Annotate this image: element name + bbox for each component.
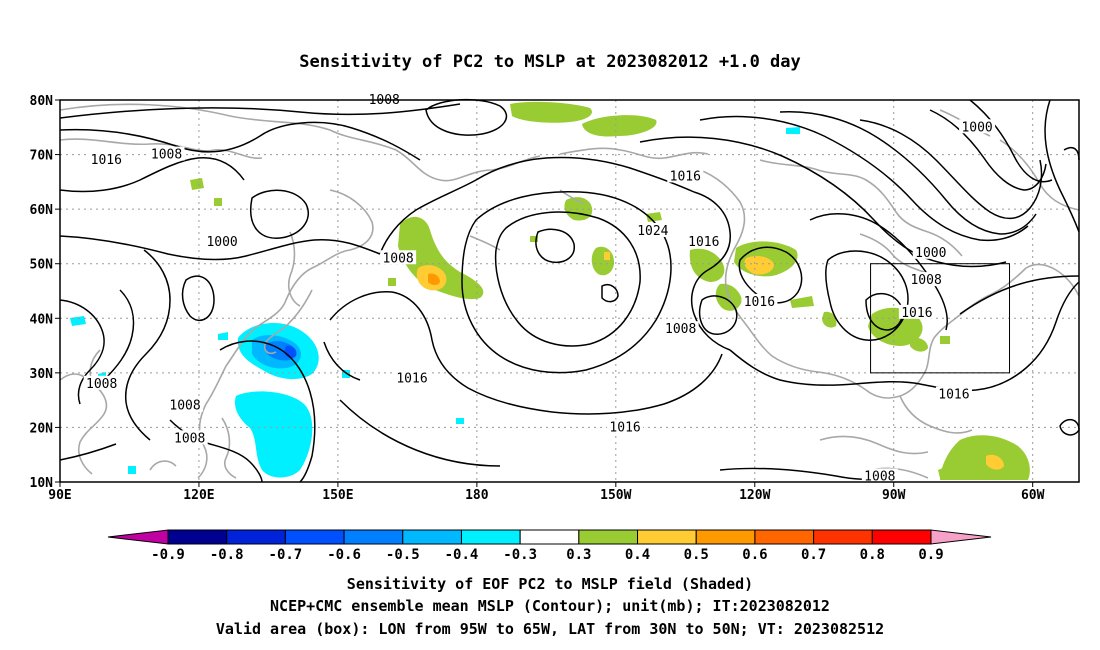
colorbar-swatch [402,529,462,545]
colorbar-tick-label: 0.9 [918,547,943,563]
contour-label-bg [204,233,241,248]
colorbar-swatch [871,529,932,545]
colorbar-tick-label: 0.6 [742,547,767,563]
contour-labels: 1008 1016 1008 1000 1008 1016 1024 1016 1000 1000… [83,92,996,485]
contour-label: 1016 [609,420,640,435]
colorbar-tick-label: 0.8 [860,547,885,563]
contour-label: 1008 [665,322,696,337]
colorbar-swatch [284,529,345,545]
colorbar-swatch [813,529,873,545]
lat-tick-label: 50N [30,258,54,273]
colorbar-swatch [167,529,228,545]
colorbar-swatch [519,529,580,545]
contour-label-bg [634,222,671,237]
colorbar-swatch [343,529,404,545]
lon-tick-label: 120E [183,488,214,503]
contour-label-bg [366,92,403,106]
contour-label: 1016 [91,153,122,168]
colorbar-swatch [637,529,697,545]
contour-label: 1008 [169,399,200,414]
contour-label-bg [908,272,945,287]
contour-label-bg [912,244,949,259]
contour-label-bg [959,119,996,134]
contour-label-bg [741,293,778,308]
contour-label-bg [88,152,125,167]
contour-label: 1008 [382,251,413,266]
contour-label-bg [935,386,972,401]
contour-label: 1016 [396,371,427,386]
contour-label-bg [394,370,431,385]
figure-title: Sensitivity of PC2 to MSLP at 2023082012… [299,52,801,72]
contour-label: 1008 [910,273,941,288]
lat-tick-label: 30N [30,367,54,382]
contour-label-bg [607,419,644,434]
colorbar-swatch [754,529,815,545]
contour-label: 1016 [688,235,719,250]
colorbar-tick-label: -0.3 [503,547,537,563]
contour-label-bg [167,397,204,412]
contour-label: 1000 [206,235,237,250]
contour-label-bg [685,233,722,248]
contour-label-bg [898,304,935,319]
colorbar-tick-label: -0.4 [445,547,479,563]
lon-tick-label: 90W [882,488,906,503]
lat-tick-label: 10N [30,476,54,491]
contour-label-bg [148,146,185,161]
lon-tick-label: 60W [1021,488,1045,503]
lon-tick-label: 90E [48,488,71,503]
colorbar-high-extension [930,529,992,545]
contour-label: 1016 [938,388,969,403]
caption-line-1: Sensitivity of EOF PC2 to MSLP field (Sh… [347,575,753,593]
contour-label: 1000 [915,246,946,261]
colorbar-tick-label: 0.3 [566,547,591,563]
contour-label-bg [83,375,120,390]
colorbar-tick-label: 0.5 [684,547,709,563]
contour-label: 1016 [744,295,775,310]
contour-label: 1008 [864,470,895,485]
colorbar-swatch [226,529,286,545]
lat-tick-label: 80N [30,94,54,109]
lon-tick-label: 150E [322,488,353,503]
lat-tick-label: 70N [30,149,54,164]
colorbar-tick-label: -0.6 [327,547,361,563]
contour-label-bg [380,250,417,265]
contour-label-bg [662,321,699,336]
contour-label: 1000 [961,120,992,135]
lon-tick-label: 150W [600,488,631,503]
lat-tick-label: 20N [30,421,54,436]
colorbar-low-extension [107,529,169,545]
contour-label-bg [861,468,898,483]
contour-label: 1008 [151,148,182,163]
caption-line-2: NCEP+CMC ensemble mean MSLP (Contour); u… [270,597,830,615]
mslp-contours [59,98,1080,483]
contour-label-bg [171,430,208,445]
colorbar-tick-label: 0.4 [625,547,650,563]
contour-label: 1008 [174,431,205,446]
colorbar-swatch [695,529,756,545]
contour-label: 1016 [901,306,932,321]
colorbar-tick-label: -0.8 [210,547,244,563]
lon-tick-label: 180 [465,488,489,503]
colorbar-swatch [578,529,639,545]
colorbar-tick-label: -0.5 [386,547,420,563]
colorbar-tick-label: 0.7 [801,547,826,563]
colorbar-tick-label: -0.7 [269,547,303,563]
colorbar-swatch [460,529,521,545]
caption-line-3: Valid area (box): LON from 95W to 65W, L… [216,620,884,638]
contour-label-bg [667,168,704,183]
lat-tick-label: 40N [30,312,54,327]
lon-tick-label: 120W [739,488,770,503]
lat-tick-label: 60N [30,203,54,218]
sensitivity-shading [70,101,1030,480]
contour-label: 1024 [637,224,668,239]
contour-label: 1016 [670,169,701,184]
contour-label: 1008 [86,377,117,392]
colorbar: -0.9 -0.8 -0.7 -0.6 -0.5 -0.4 -0.3 0.3 0.4 0.5 0.6… [107,529,992,563]
colorbar-tick-label: -0.9 [151,547,185,563]
